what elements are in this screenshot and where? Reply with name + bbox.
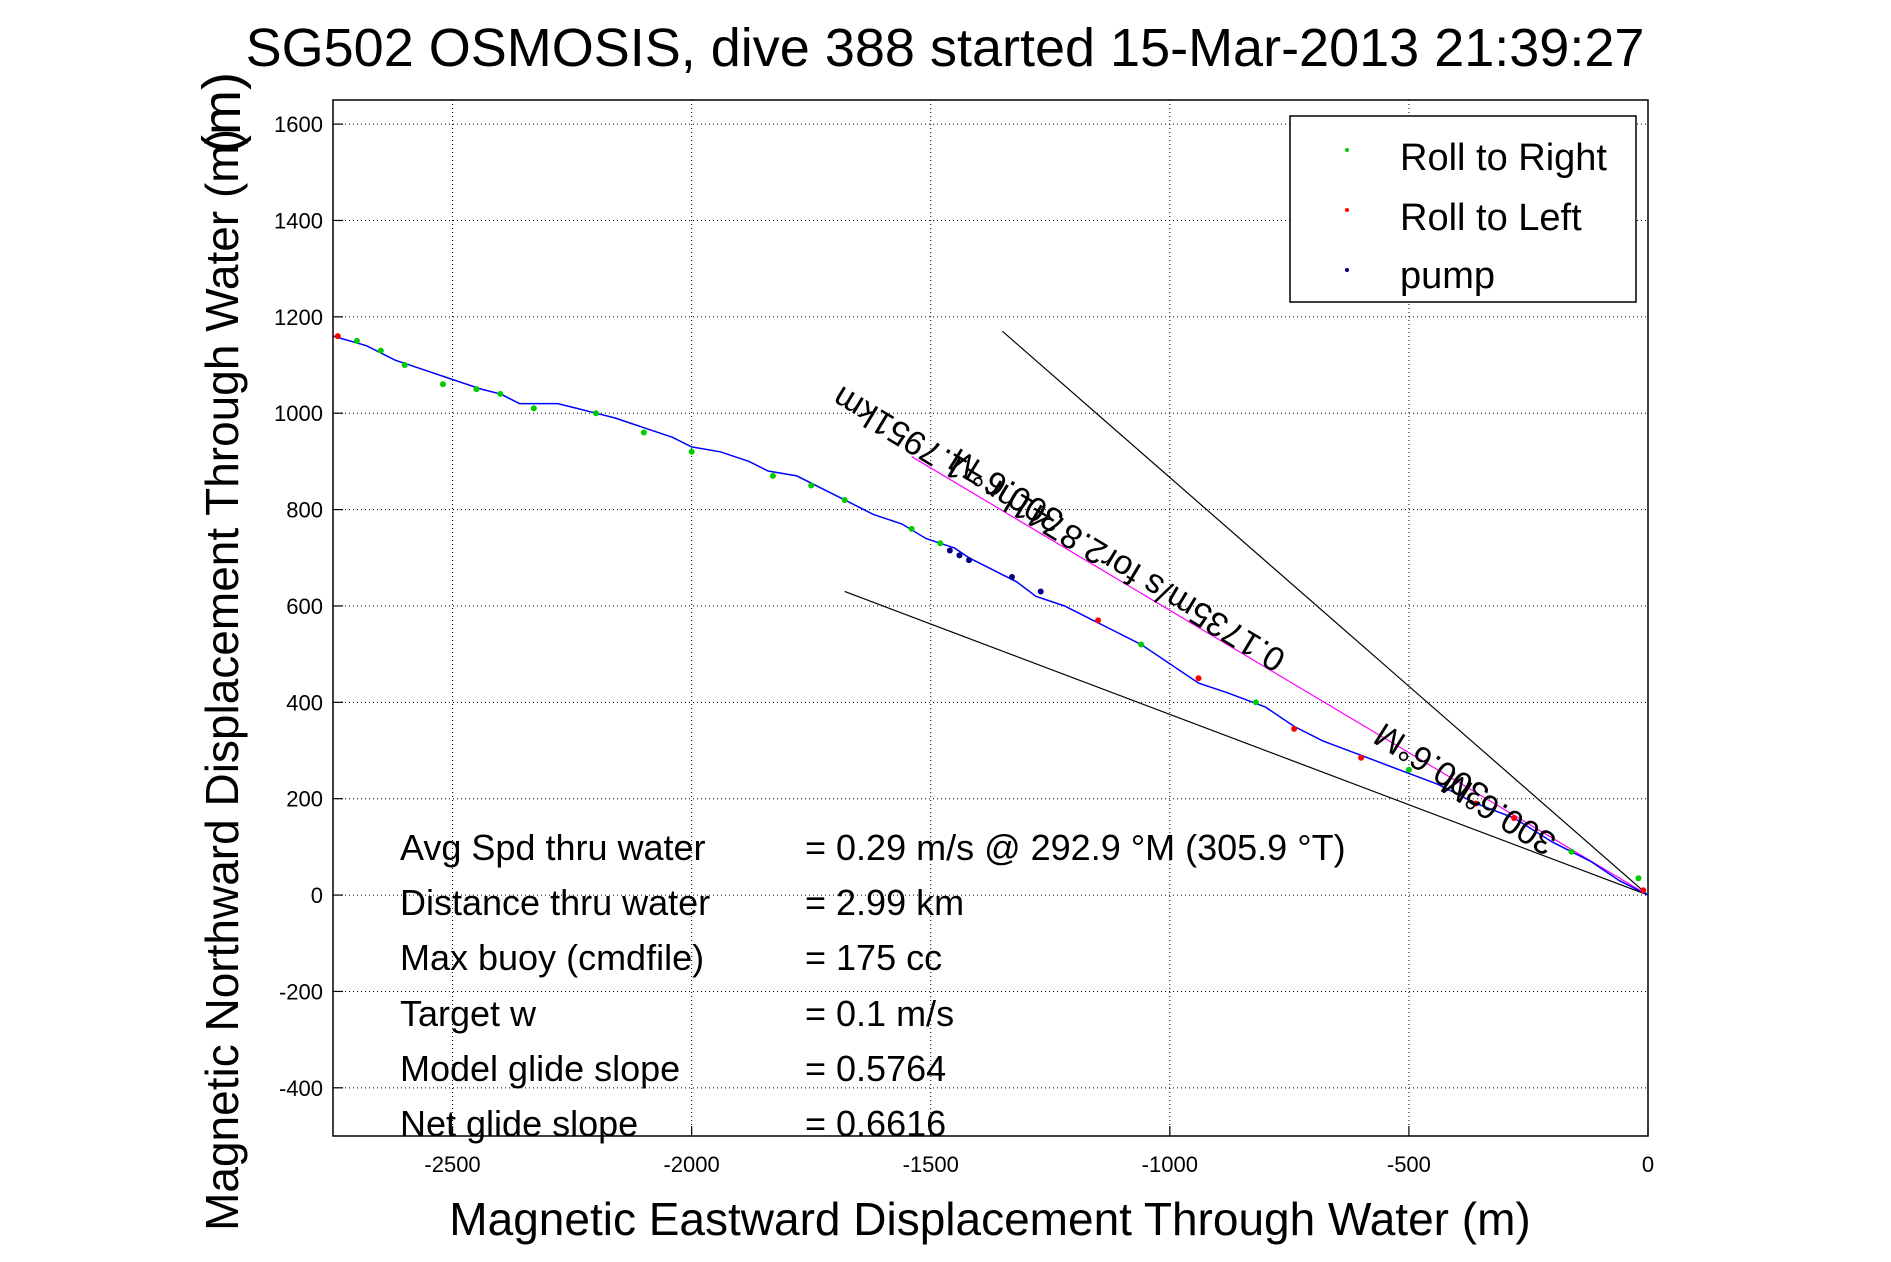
x-tick-label: -2500: [424, 1152, 480, 1177]
stat-value-avg-spd: = 0.29 m/s @ 292.9 °M (305.9 °T): [805, 827, 1346, 868]
y-tick-label: 1400: [274, 208, 323, 233]
roll-right-point: [530, 405, 537, 412]
y-tick-label: 1000: [274, 401, 323, 426]
pump-point: [1009, 574, 1016, 581]
legend-label-roll-left: Roll to Left: [1400, 197, 1582, 239]
roll-right-point: [1252, 699, 1259, 706]
y-tick-label: 800: [286, 498, 323, 523]
x-tick-label: -1000: [1142, 1152, 1198, 1177]
legend-marker-pump: [1345, 268, 1349, 272]
roll-left-point: [1291, 725, 1298, 732]
y-tick-label: 1600: [274, 112, 323, 137]
reference-line-0: [1002, 330, 1649, 896]
roll-left-point: [1511, 814, 1518, 821]
roll-right-point: [841, 496, 848, 503]
x-tick-label: -500: [1387, 1152, 1431, 1177]
roll-left-point: [1472, 800, 1479, 807]
plot-frame: [332, 99, 1649, 1137]
stat-label-model-glide: Model glide slope: [400, 1048, 680, 1089]
roll-right-point: [640, 429, 647, 436]
stats-block: Avg Spd thru water = 0.29 m/s @ 292.9 °M…: [400, 827, 1346, 1144]
roll-right-point: [353, 337, 360, 344]
roll-right-point: [439, 381, 446, 388]
roll-right-point: [908, 525, 915, 532]
legend-marker-roll-left: [1345, 208, 1349, 212]
x-axis-label: Magnetic Eastward Displacement Through W…: [449, 1193, 1530, 1245]
y-tick-label: 400: [286, 690, 323, 715]
stat-value-max-buoy: = 175 cc: [805, 937, 942, 978]
roll-left-point: [1640, 887, 1647, 894]
roll-right-point: [688, 448, 695, 455]
title-overlay: (m): [192, 72, 252, 153]
roll-right-point: [808, 482, 815, 489]
roll-left-point: [1358, 754, 1365, 761]
reference-line-1: [844, 590, 1649, 896]
stat-label-target-w: Target w: [400, 993, 537, 1034]
stat-label-net-glide: Net glide slope: [400, 1103, 638, 1144]
roll-right-point: [593, 410, 599, 417]
roll-right-point: [377, 347, 384, 354]
roll-right-point: [769, 472, 776, 479]
chart-title: SG502 OSMOSIS, dive 388 started 15-Mar-2…: [246, 18, 1645, 78]
stat-label-avg-spd: Avg Spd thru water: [400, 827, 706, 868]
stat-label-max-buoy: Max buoy (cmdfile): [400, 937, 704, 978]
y-tick-label: 200: [286, 787, 323, 812]
roll-right-point: [1405, 766, 1412, 773]
pump-point: [946, 547, 953, 554]
y-tick-label: -200: [279, 979, 323, 1004]
stat-value-net-glide: = 0.6616: [805, 1103, 946, 1144]
legend: Roll to Right Roll to Left pump: [1289, 115, 1637, 303]
roll-right-point: [1635, 875, 1642, 882]
roll-right-point: [401, 362, 408, 369]
legend-label-pump: pump: [1400, 255, 1495, 297]
roll-left-point: [334, 333, 341, 340]
track-layer: [332, 335, 1649, 896]
x-tick-label: 0: [1642, 1152, 1654, 1177]
stat-value-target-w: = 0.1 m/s: [805, 993, 954, 1034]
roll-left-point: [1195, 675, 1202, 682]
points-layer: [334, 333, 1647, 894]
track-line: [332, 335, 1649, 896]
roll-right-point: [937, 540, 944, 547]
legend-label-roll-right: Roll to Right: [1400, 137, 1607, 179]
y-tick-label: 1200: [274, 305, 323, 330]
y-tick-label: 0: [311, 883, 323, 908]
pump-point: [956, 552, 963, 559]
y-tick-labels: -400 -200 0 200 400 600 800 1000 1200 1400 1600: [274, 112, 323, 1101]
roll-right-point: [1138, 641, 1145, 648]
y-tick-label: -400: [279, 1076, 323, 1101]
roll-right-point: [497, 390, 504, 397]
x-tick-labels: -2500 -2000 -1500 -1000 -500 0: [424, 1152, 1654, 1177]
pump-point: [965, 557, 972, 564]
pump-point: [1037, 588, 1044, 595]
x-tick-label: -1500: [903, 1152, 959, 1177]
y-axis-label: Magnetic Northward Displacement Through …: [196, 129, 248, 1231]
reference-line-2: [911, 456, 1649, 896]
stat-value-model-glide: = 0.5764: [805, 1048, 946, 1089]
x-tick-label: -2000: [663, 1152, 719, 1177]
roll-right-point: [473, 386, 480, 393]
y-tick-label: 600: [286, 594, 323, 619]
stat-label-distance: Distance thru water: [400, 882, 710, 923]
stat-value-distance: = 2.99 km: [805, 882, 964, 923]
roll-right-point: [1568, 848, 1575, 855]
roll-left-point: [1095, 617, 1102, 624]
legend-marker-roll-right: [1345, 148, 1349, 152]
reference-lines: [844, 330, 1649, 896]
